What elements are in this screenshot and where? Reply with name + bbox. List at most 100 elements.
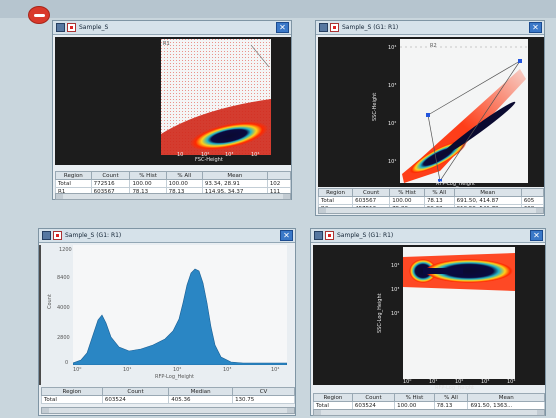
plot-type-icon[interactable] — [42, 231, 51, 240]
scroll-right-icon[interactable] — [283, 194, 290, 199]
x-tick-3: 10³ — [225, 152, 234, 158]
dot-plot-window-2[interactable]: Sample_S (G1: R1) ✕ R2 10⁴ 10³ 10² 10¹ S… — [315, 20, 545, 216]
col-header: Region — [41, 387, 103, 396]
window-title-bar[interactable]: Sample_S (G1: R1) ✕ — [39, 229, 295, 243]
col-header: Count — [351, 393, 396, 402]
close-icon[interactable]: ✕ — [276, 22, 289, 33]
scroll-left-icon[interactable] — [56, 194, 63, 199]
table-header-row: Region Count % Hist % All Mean — [317, 188, 545, 197]
col-header: Mean — [453, 188, 522, 197]
window-title: Sample_S (G1: R1) — [65, 232, 122, 239]
cell: 102 — [266, 179, 292, 188]
table-row[interactable]: Total 603567 100.00 78.13 691.50, 414.87… — [317, 196, 545, 205]
col-header: Region — [313, 393, 353, 402]
gate-icon[interactable] — [53, 231, 62, 240]
y-tick: 10⁴ — [391, 263, 400, 269]
cell: 405.36 — [168, 395, 234, 404]
col-header: % All — [165, 171, 203, 180]
cell: 78.13 — [423, 196, 455, 205]
col-header — [520, 188, 545, 197]
statistics-table: Region Count % Hist % All Mean Total 603… — [313, 393, 545, 410]
col-header: % All — [423, 188, 455, 197]
y-axis-title: Count — [47, 294, 53, 309]
scroll-right-icon[interactable] — [536, 208, 543, 213]
col-header: Median — [168, 387, 234, 396]
x-tick: 10¹ — [123, 367, 132, 373]
horizontal-scrollbar[interactable] — [41, 407, 295, 414]
table-row[interactable]: Total 603524 100.00 78.13 691.50, 1363..… — [313, 401, 545, 410]
window-title-bar[interactable]: Sample_S (G1: R1) ✕ — [316, 21, 544, 35]
histogram-window[interactable]: Sample_S (G1: R1) ✕ 1200 8400 4000 2800 … — [38, 228, 296, 416]
gate-icon[interactable] — [325, 231, 334, 240]
col-header — [266, 171, 292, 180]
horizontal-scrollbar[interactable] — [318, 207, 544, 214]
col-header: Count — [101, 387, 170, 396]
horizontal-scrollbar[interactable] — [55, 193, 291, 200]
app-logo-icon — [28, 6, 50, 24]
col-header: Region — [55, 171, 92, 180]
rfp-histogram[interactable] — [73, 245, 287, 365]
scroll-left-icon[interactable] — [314, 410, 321, 415]
region-label-r2: R2 — [430, 43, 437, 49]
cell: 100.00 — [129, 179, 167, 188]
histogram-area — [73, 268, 287, 365]
cell: Total — [317, 196, 354, 205]
horizontal-scrollbar[interactable] — [313, 409, 545, 416]
fsc-ssc-dot-plot[interactable]: R1 — [161, 39, 271, 155]
scroll-left-icon[interactable] — [42, 408, 49, 413]
x-axis-title: RFP-Log_Height — [436, 181, 476, 187]
plot-type-icon[interactable] — [319, 23, 328, 32]
plot-type-icon[interactable] — [56, 23, 65, 32]
y-tick: 2800 — [57, 335, 70, 341]
table-row[interactable]: Total 772516 100.00 100.00 93.34, 28.91 … — [55, 179, 292, 188]
scroll-right-icon[interactable] — [287, 408, 294, 413]
ssc-rfp-dot-plot[interactable]: R2 — [400, 39, 528, 183]
y-tick-2: 10³ — [388, 83, 397, 89]
dot-plot-window-4[interactable]: Sample_S (G1: R1) ✕ 10⁴ 10³ 10² SSC-Log_… — [310, 228, 546, 416]
cell: 100.00 — [165, 179, 203, 188]
x-tick: 10³ — [223, 367, 232, 373]
scroll-right-icon[interactable] — [537, 410, 544, 415]
y-tick: 0 — [65, 360, 69, 366]
plot-type-icon[interactable] — [314, 231, 323, 240]
col-header: % Hist — [129, 171, 167, 180]
dot-plot-window-1[interactable]: Sample_S ✕ R1 FSC-Height 10 10² 10³ 10⁴ … — [52, 20, 292, 200]
table-row[interactable]: Total 603524 405.36 130.75 — [41, 395, 295, 404]
cell: 603524 — [101, 395, 170, 404]
close-icon[interactable]: ✕ — [280, 230, 293, 241]
y-tick-1: 10⁴ — [388, 45, 397, 51]
gate-icon[interactable] — [67, 23, 76, 32]
y-axis-title: SSC-Log_Height — [377, 293, 383, 333]
cell: 130.75 — [232, 395, 295, 404]
close-icon[interactable]: ✕ — [530, 230, 543, 241]
x-axis-title: FSC-Height — [195, 157, 223, 163]
gate-icon[interactable] — [330, 23, 339, 32]
window-title-bar[interactable]: Sample_S (G1: R1) ✕ — [311, 229, 545, 243]
table-header-row: Region Count % Hist % All Mean — [55, 171, 292, 180]
x-tick: 10¹ — [429, 379, 438, 385]
ssc-log-rfp-dot-plot[interactable] — [403, 247, 515, 379]
y-tick: 8400 — [57, 275, 70, 281]
x-tick: 10³ — [481, 379, 490, 385]
cell: 603567 — [352, 196, 391, 205]
x-tick-4: 10⁴ — [251, 152, 260, 158]
close-icon[interactable]: ✕ — [529, 22, 542, 33]
window-title-bar[interactable]: Sample_S ✕ — [53, 21, 291, 35]
statistics-table: Region Count % Hist % All Mean Total 772… — [55, 171, 292, 196]
x-tick: 10⁴ — [507, 379, 516, 385]
y-tick: 10² — [391, 311, 400, 317]
dot-plot-density — [400, 46, 528, 183]
col-header: CV — [232, 387, 295, 396]
col-header: % Hist — [389, 188, 425, 197]
col-header: % All — [433, 393, 469, 402]
left-border — [39, 245, 41, 385]
x-tick: 10⁰ — [73, 367, 82, 373]
cell: 605 — [520, 196, 545, 205]
scroll-left-icon[interactable] — [319, 208, 326, 213]
cell: 100.00 — [389, 196, 425, 205]
col-header: Mean — [201, 171, 268, 180]
histogram-fill — [73, 268, 287, 365]
x-tick: 10⁴ — [271, 367, 280, 373]
cell: 772516 — [90, 179, 131, 188]
dot-plot-density — [161, 39, 271, 155]
